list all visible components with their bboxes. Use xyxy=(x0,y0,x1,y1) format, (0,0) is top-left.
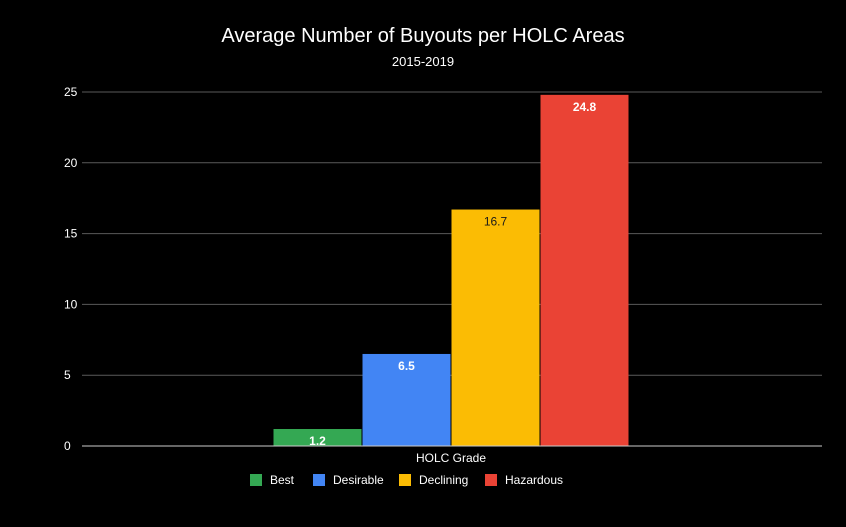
data-label-desirable: 6.5 xyxy=(398,359,415,373)
y-tick-label: 10 xyxy=(64,297,78,311)
data-labels: 1.2 6.5 16.7 24.8 xyxy=(309,100,596,448)
legend-label-hazardous: Hazardous xyxy=(505,473,563,487)
legend-label-declining: Declining xyxy=(419,473,468,487)
bar-hazardous xyxy=(540,94,629,446)
legend: Best Desirable Declining Hazardous xyxy=(250,473,563,487)
y-tick-label: 25 xyxy=(64,85,78,99)
bars xyxy=(273,94,629,446)
bar-desirable xyxy=(362,353,451,446)
y-tick-label: 5 xyxy=(64,368,71,382)
data-label-hazardous: 24.8 xyxy=(573,100,597,114)
y-tick-label: 15 xyxy=(64,227,78,241)
x-axis-label: HOLC Grade xyxy=(416,451,486,465)
data-label-best: 1.2 xyxy=(309,434,326,448)
legend-label-desirable: Desirable xyxy=(333,473,384,487)
legend-swatch-desirable xyxy=(313,474,325,486)
bar-declining xyxy=(451,209,540,446)
chart-title: Average Number of Buyouts per HOLC Areas xyxy=(221,25,624,47)
data-label-declining: 16.7 xyxy=(484,215,508,229)
legend-swatch-best xyxy=(250,474,262,486)
legend-swatch-hazardous xyxy=(485,474,497,486)
y-tick-label: 20 xyxy=(64,156,78,170)
y-tick-label: 0 xyxy=(64,439,71,453)
bar-best xyxy=(273,429,362,446)
y-axis-ticks: 0 5 10 15 20 25 xyxy=(64,85,78,453)
legend-label-best: Best xyxy=(270,473,295,487)
legend-swatch-declining xyxy=(399,474,411,486)
chart-subtitle: 2015-2019 xyxy=(392,54,454,69)
